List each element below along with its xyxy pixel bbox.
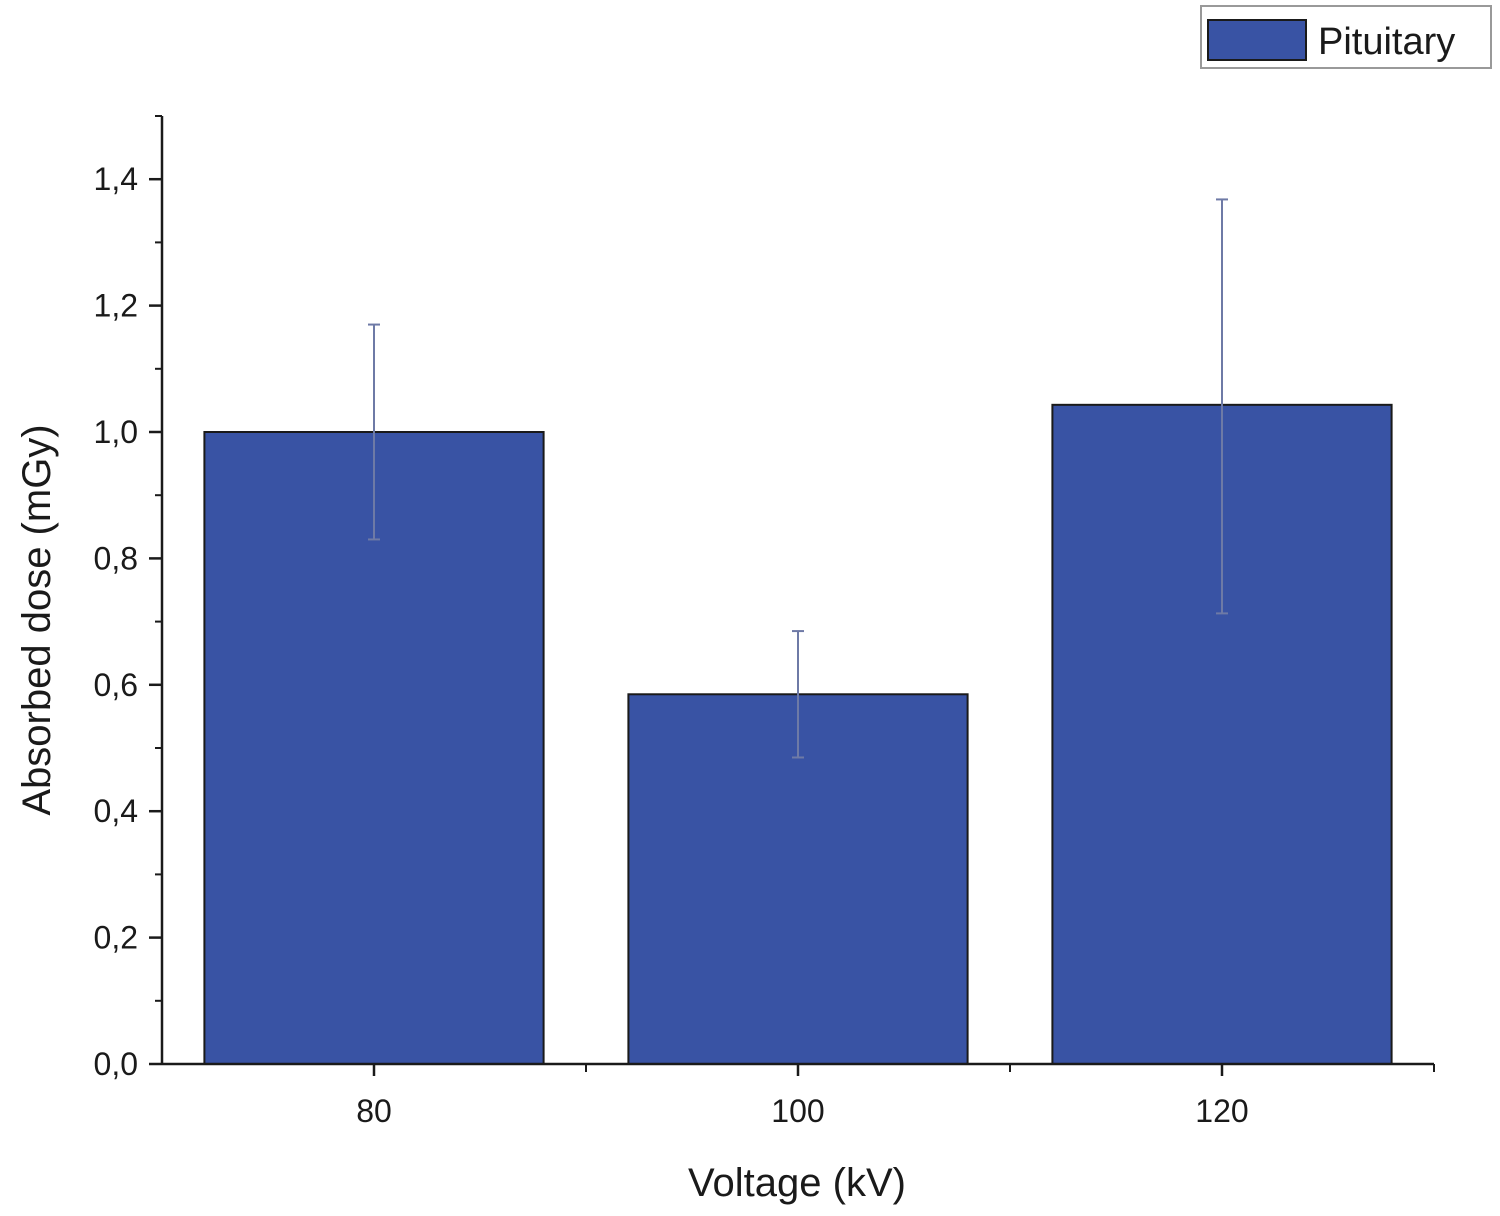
legend-swatch-pituitary	[1207, 19, 1307, 61]
y-axis-title: Absorbed dose (mGy)	[15, 424, 59, 815]
y-tick-label: 0,4	[94, 793, 138, 829]
x-tick-label: 100	[771, 1093, 824, 1129]
legend-label-pituitary: Pituitary	[1318, 21, 1455, 63]
y-tick-label: 1,2	[94, 288, 138, 324]
y-tick-label: 0,6	[94, 667, 138, 703]
y-tick-label: 0,2	[94, 920, 138, 956]
y-tick-label: 0,0	[94, 1046, 138, 1082]
x-tick-label: 80	[356, 1093, 392, 1129]
legend: Pituitary	[1200, 5, 1492, 69]
x-tick-label: 120	[1195, 1093, 1248, 1129]
y-tick-label: 1,0	[94, 414, 138, 450]
plot-area: 0,0 0,2 0,4 0,6 0,8 1,0 1,2 1,4 80 100 120	[94, 115, 1435, 1129]
y-tick-label: 0,8	[94, 540, 138, 576]
y-tick-label: 1,4	[94, 161, 138, 197]
x-axis-title: Voltage (kV)	[688, 1161, 906, 1205]
